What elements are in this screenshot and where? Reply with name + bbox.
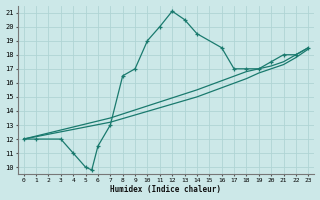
X-axis label: Humidex (Indice chaleur): Humidex (Indice chaleur) bbox=[110, 185, 221, 194]
